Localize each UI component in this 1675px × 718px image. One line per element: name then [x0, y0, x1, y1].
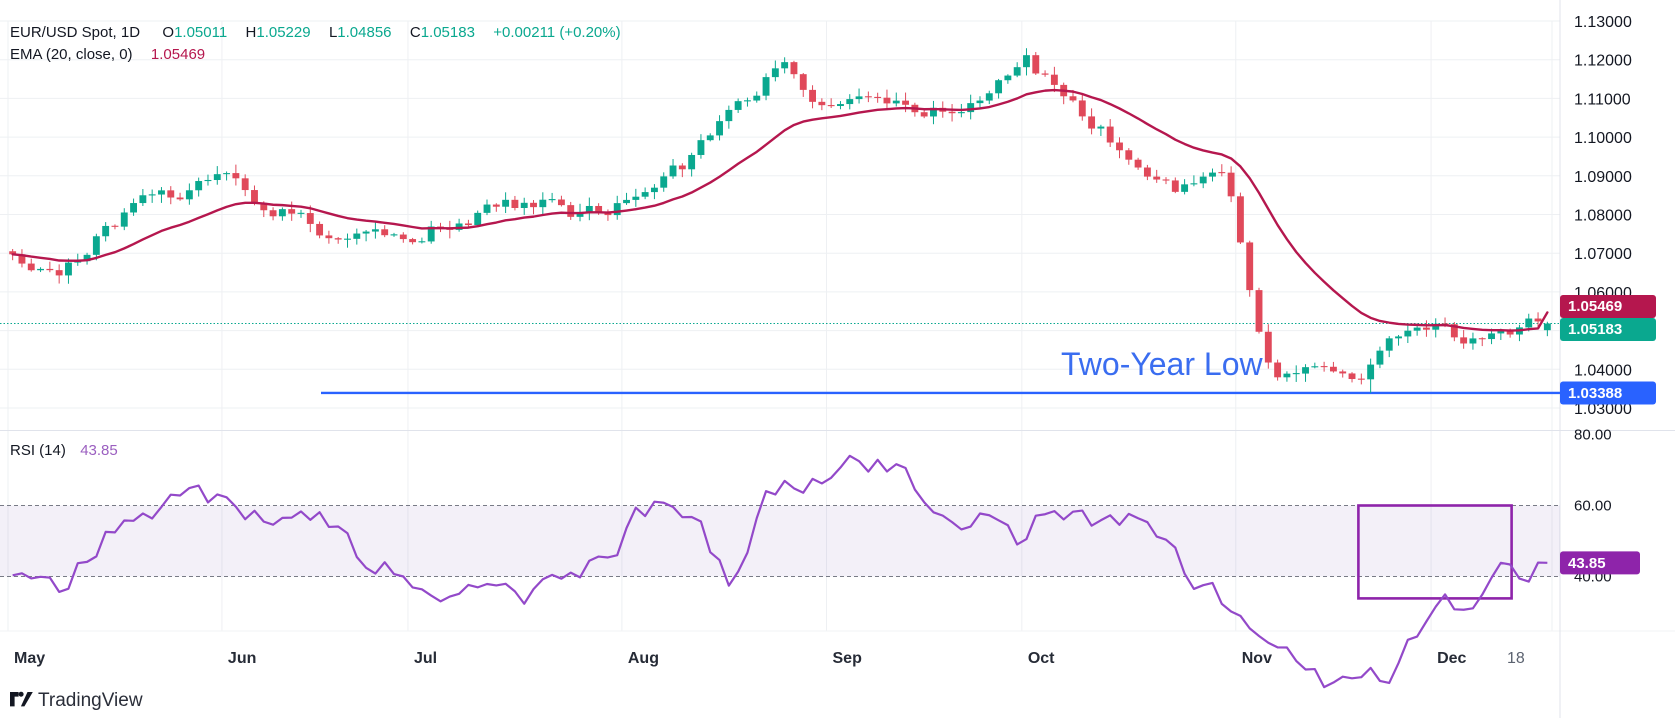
- svg-text:Nov: Nov: [1242, 650, 1272, 667]
- svg-text:1.07000: 1.07000: [1574, 246, 1632, 263]
- svg-text:1.05469: 1.05469: [1568, 298, 1622, 315]
- svg-text:80.00: 80.00: [1574, 427, 1612, 444]
- svg-text:Two-Year Low: Two-Year Low: [1061, 346, 1263, 382]
- svg-text:1.13000: 1.13000: [1574, 14, 1632, 31]
- svg-text:1.12000: 1.12000: [1574, 53, 1632, 70]
- svg-text:Aug: Aug: [628, 650, 659, 667]
- svg-text:1.09000: 1.09000: [1574, 169, 1632, 186]
- svg-text:Jul: Jul: [414, 650, 437, 667]
- svg-text:Jun: Jun: [228, 650, 256, 667]
- svg-text:Dec: Dec: [1437, 650, 1466, 667]
- svg-text:May: May: [14, 650, 45, 667]
- svg-text:43.85: 43.85: [1568, 555, 1606, 572]
- svg-text:1.04000: 1.04000: [1574, 362, 1632, 379]
- svg-text:1.08000: 1.08000: [1574, 208, 1632, 225]
- svg-text:1.10000: 1.10000: [1574, 130, 1632, 147]
- svg-text:Oct: Oct: [1028, 650, 1055, 667]
- svg-text:60.00: 60.00: [1574, 498, 1612, 515]
- svg-text:1.05183: 1.05183: [1568, 321, 1622, 338]
- svg-text:Sep: Sep: [833, 650, 863, 667]
- svg-text:1.11000: 1.11000: [1574, 91, 1631, 108]
- svg-text:18: 18: [1507, 650, 1525, 667]
- svg-text:1.03388: 1.03388: [1568, 385, 1622, 402]
